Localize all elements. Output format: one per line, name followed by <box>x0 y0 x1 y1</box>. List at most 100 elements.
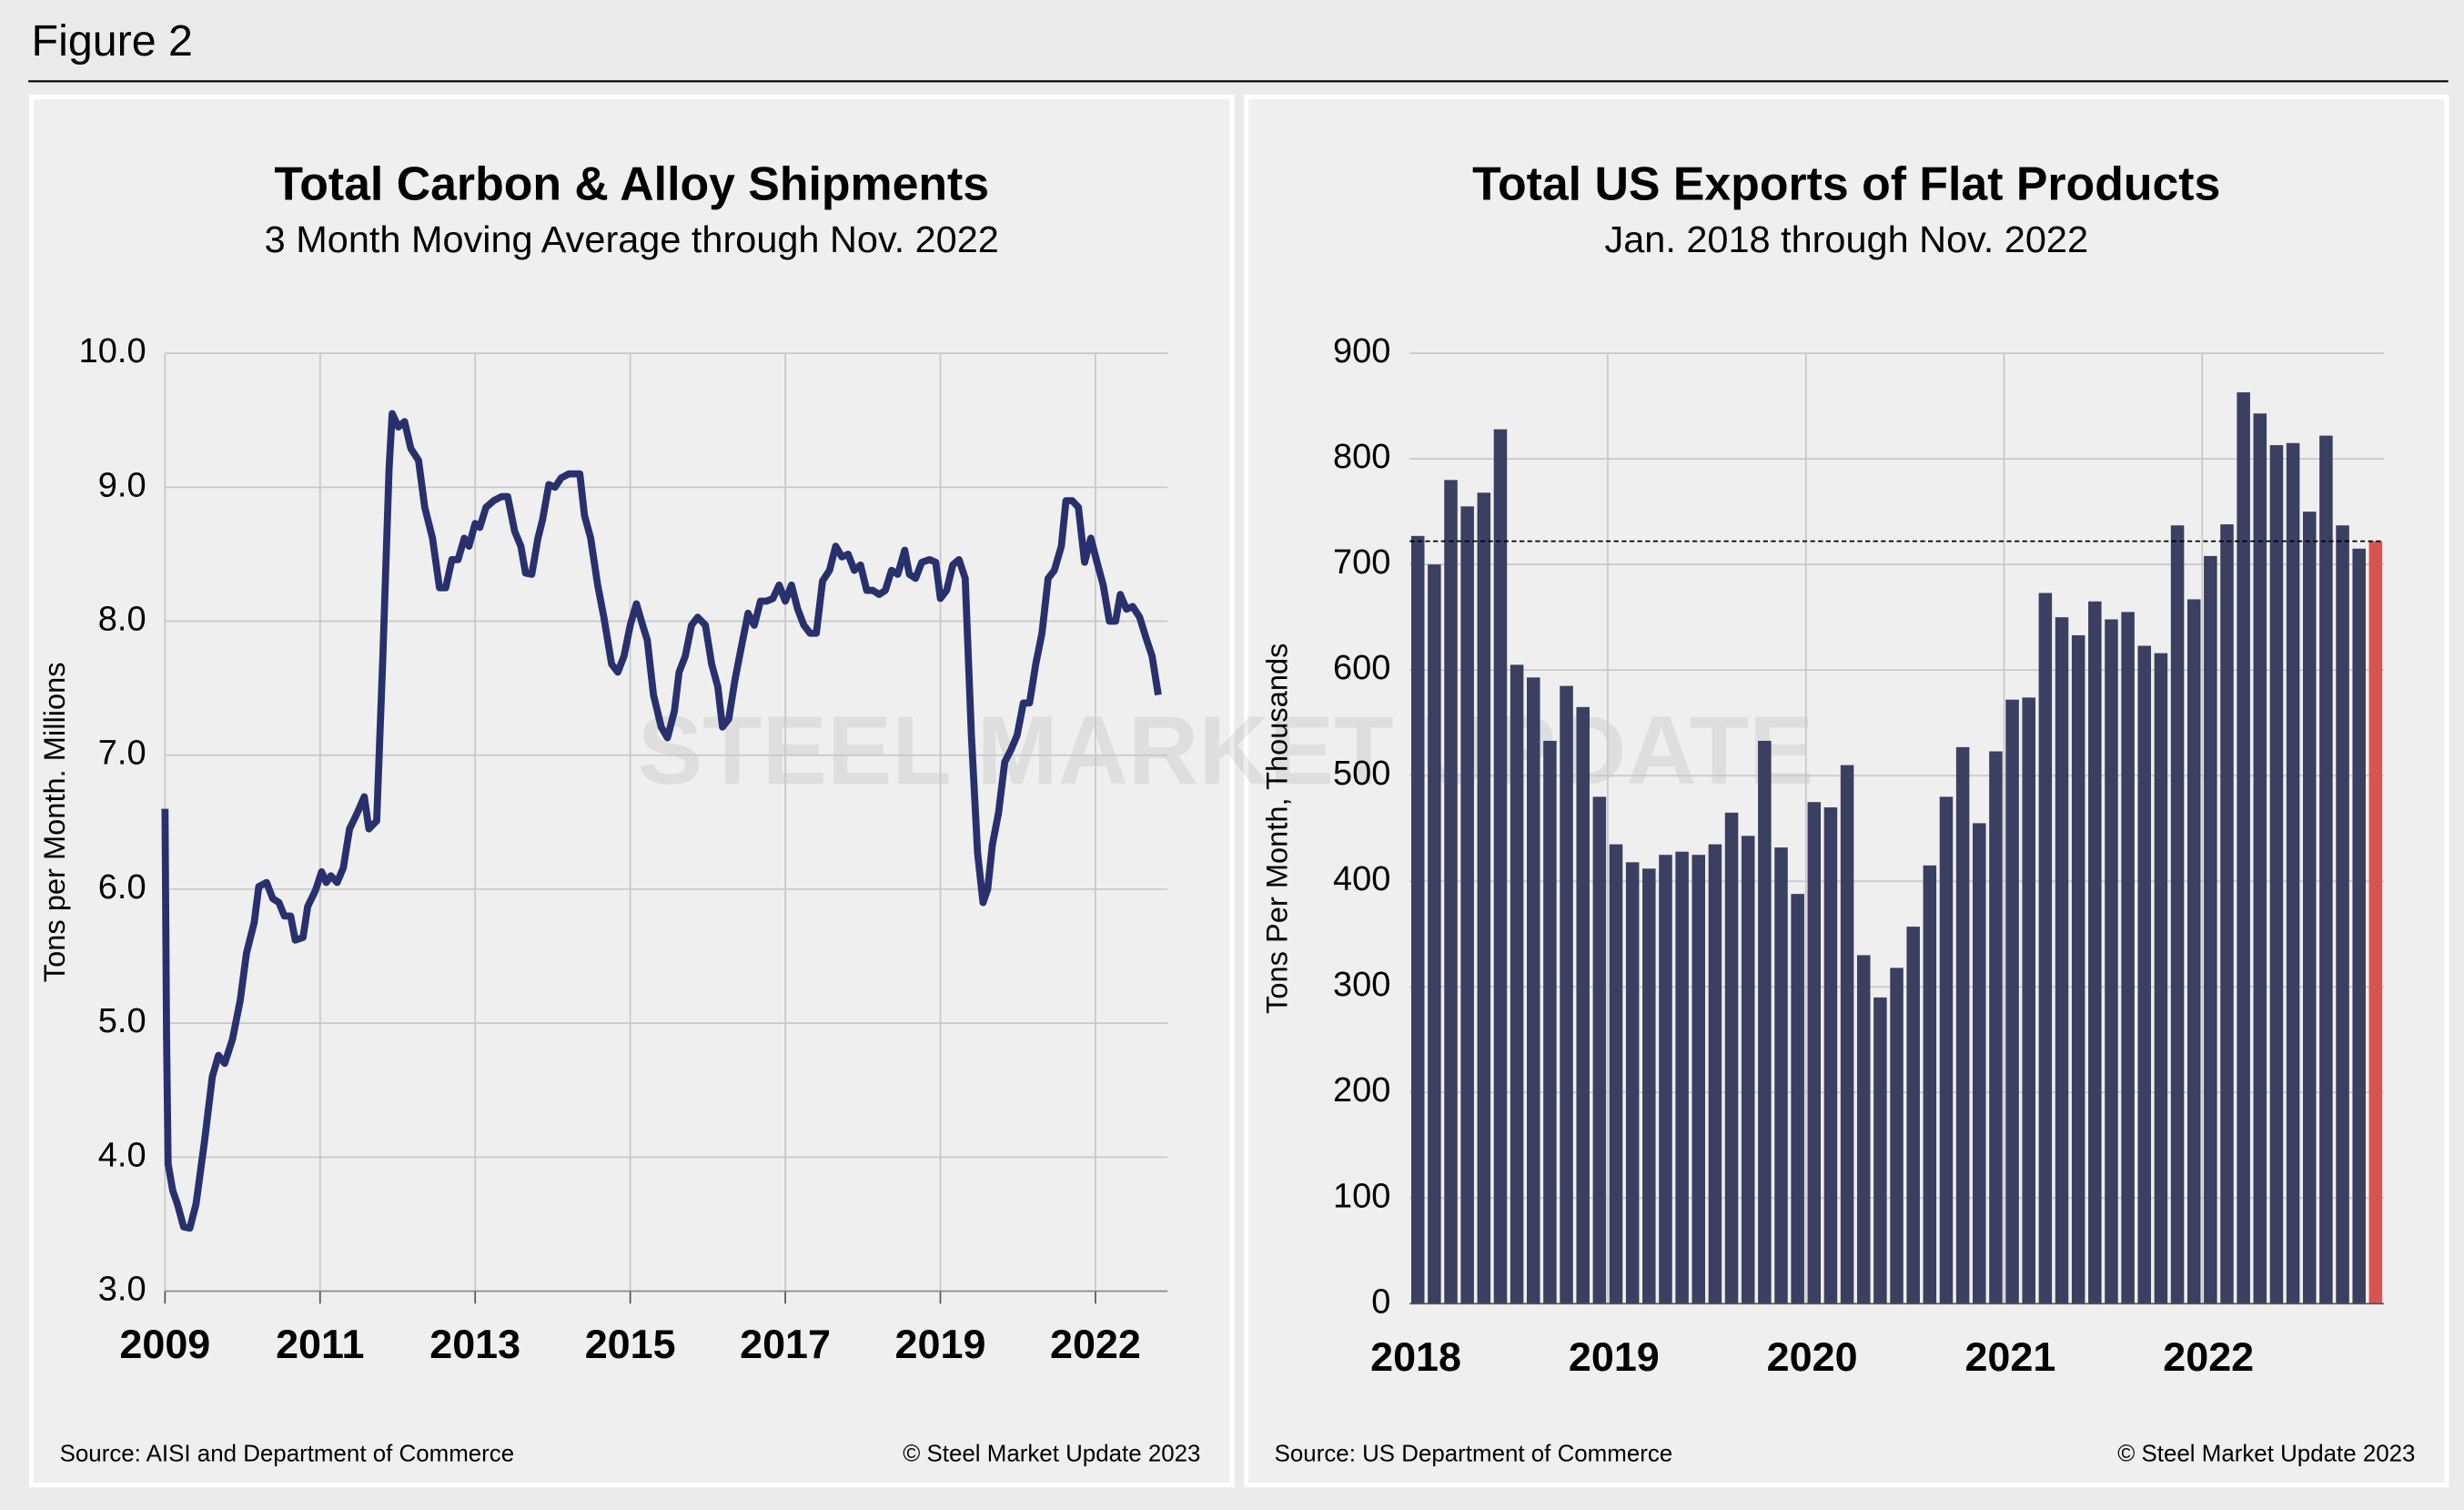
bar <box>2022 697 2035 1304</box>
bar <box>1609 844 1623 1304</box>
y-tick-label: 900 <box>1333 332 1390 370</box>
bar <box>2088 601 2102 1304</box>
bar <box>1923 865 1937 1304</box>
figure-label: Figure 2 <box>32 16 193 66</box>
y-tick-label: 10.0 <box>79 332 146 370</box>
bar <box>1659 855 1672 1304</box>
bar <box>2137 645 2152 1304</box>
bar <box>2186 599 2201 1304</box>
y-tick-label: 800 <box>1333 438 1390 476</box>
source: Source: US Department of Commerce <box>1275 1442 1673 1467</box>
x-tick-label: 2019 <box>1569 1334 1660 1380</box>
chart-subtitle: Jan. 2018 through Nov. 2022 <box>1605 218 2088 260</box>
y-tick-label: 100 <box>1333 1177 1390 1215</box>
bar <box>1989 751 2003 1304</box>
x-tick-label: 2013 <box>429 1322 520 1367</box>
bar <box>1691 855 1706 1304</box>
bar <box>1576 706 1590 1304</box>
y-tick-label: 500 <box>1333 755 1390 793</box>
bar <box>1939 796 1954 1304</box>
bar <box>1906 927 1920 1304</box>
bar <box>1807 802 1822 1304</box>
x-tick-label: 2011 <box>276 1322 364 1367</box>
bar <box>2302 512 2317 1304</box>
bar <box>1592 796 1607 1304</box>
y-tick-label: 9.0 <box>98 466 146 504</box>
bar <box>1856 955 1871 1304</box>
bar <box>1510 664 1524 1304</box>
bar <box>1675 851 1689 1304</box>
bar <box>1890 968 1904 1304</box>
bar <box>2220 524 2234 1304</box>
chart-title: Total US Exports of Flat Products <box>1472 157 2220 210</box>
x-tick-label: 2022 <box>1050 1322 1141 1367</box>
copyright: © Steel Market Update 2023 <box>903 1442 1200 1467</box>
bar <box>1741 836 1755 1304</box>
source: Source: AISI and Department of Commerce <box>60 1442 515 1467</box>
bar <box>2071 634 2085 1304</box>
bar <box>1791 894 1804 1304</box>
y-tick-label: 7.0 <box>98 735 146 773</box>
bar <box>1840 765 1854 1304</box>
bar <box>2319 435 2333 1304</box>
bar <box>1543 740 1557 1304</box>
y-tick-label: 300 <box>1333 966 1390 1004</box>
x-tick-label: 2018 <box>1370 1334 1461 1380</box>
y-tick-label: 4.0 <box>98 1136 146 1174</box>
bar <box>2336 525 2349 1304</box>
x-tick-label: 2017 <box>740 1322 831 1367</box>
y-tick-label: 6.0 <box>98 868 146 907</box>
line <box>161 410 1162 1232</box>
y-tick-label: 700 <box>1333 543 1390 582</box>
bar <box>2055 617 2069 1304</box>
x-tick-label: 2015 <box>585 1322 676 1367</box>
bar <box>1774 847 1788 1304</box>
bar <box>1973 823 1986 1304</box>
bar <box>1460 506 1474 1304</box>
chart-subtitle: 3 Month Moving Average through Nov. 2022 <box>265 218 999 260</box>
bar <box>2154 653 2168 1304</box>
bar <box>1708 844 1722 1304</box>
bar <box>1410 535 1425 1304</box>
bar <box>2368 541 2383 1304</box>
bar <box>2253 413 2267 1304</box>
bar <box>2204 555 2217 1304</box>
bar <box>1724 812 1739 1304</box>
bar <box>1493 429 1508 1304</box>
y-tick-label: 200 <box>1333 1071 1390 1110</box>
bar <box>1527 677 1540 1304</box>
bar <box>2005 699 2019 1304</box>
bar <box>1823 807 1838 1304</box>
bar <box>2237 392 2250 1304</box>
bar <box>2105 619 2118 1304</box>
y-tick-label: 8.0 <box>98 601 146 639</box>
x-tick-label: 2009 <box>119 1322 210 1367</box>
bar <box>1873 997 1887 1304</box>
bar <box>2038 593 2053 1304</box>
panel <box>28 94 1235 1488</box>
bar <box>1477 492 1491 1304</box>
y-tick-label: 3.0 <box>98 1271 146 1309</box>
bar <box>1428 564 1441 1304</box>
bar <box>1955 746 1970 1304</box>
bar <box>1560 685 1573 1304</box>
bar <box>2121 612 2135 1304</box>
y-axis-label: Tons per Month. Millions <box>37 662 71 982</box>
bar <box>1625 862 1640 1304</box>
x-tick-label: 2020 <box>1767 1334 1858 1380</box>
x-tick-label: 2022 <box>2163 1334 2254 1380</box>
y-tick-label: 600 <box>1333 649 1390 687</box>
bar <box>2352 548 2366 1304</box>
y-axis-label: Tons Per Month, Thousands <box>1259 643 1293 1013</box>
bar <box>1444 480 1458 1304</box>
y-tick-label: 400 <box>1333 860 1390 898</box>
bar <box>2170 525 2185 1304</box>
watermark: STEEL MARKET UPDATE <box>638 695 1814 805</box>
bar <box>1642 868 1656 1304</box>
y-tick-label: 0 <box>1371 1282 1390 1321</box>
bar <box>2286 442 2300 1304</box>
copyright: © Steel Market Update 2023 <box>2117 1442 2415 1467</box>
x-tick-label: 2021 <box>1964 1334 2055 1380</box>
